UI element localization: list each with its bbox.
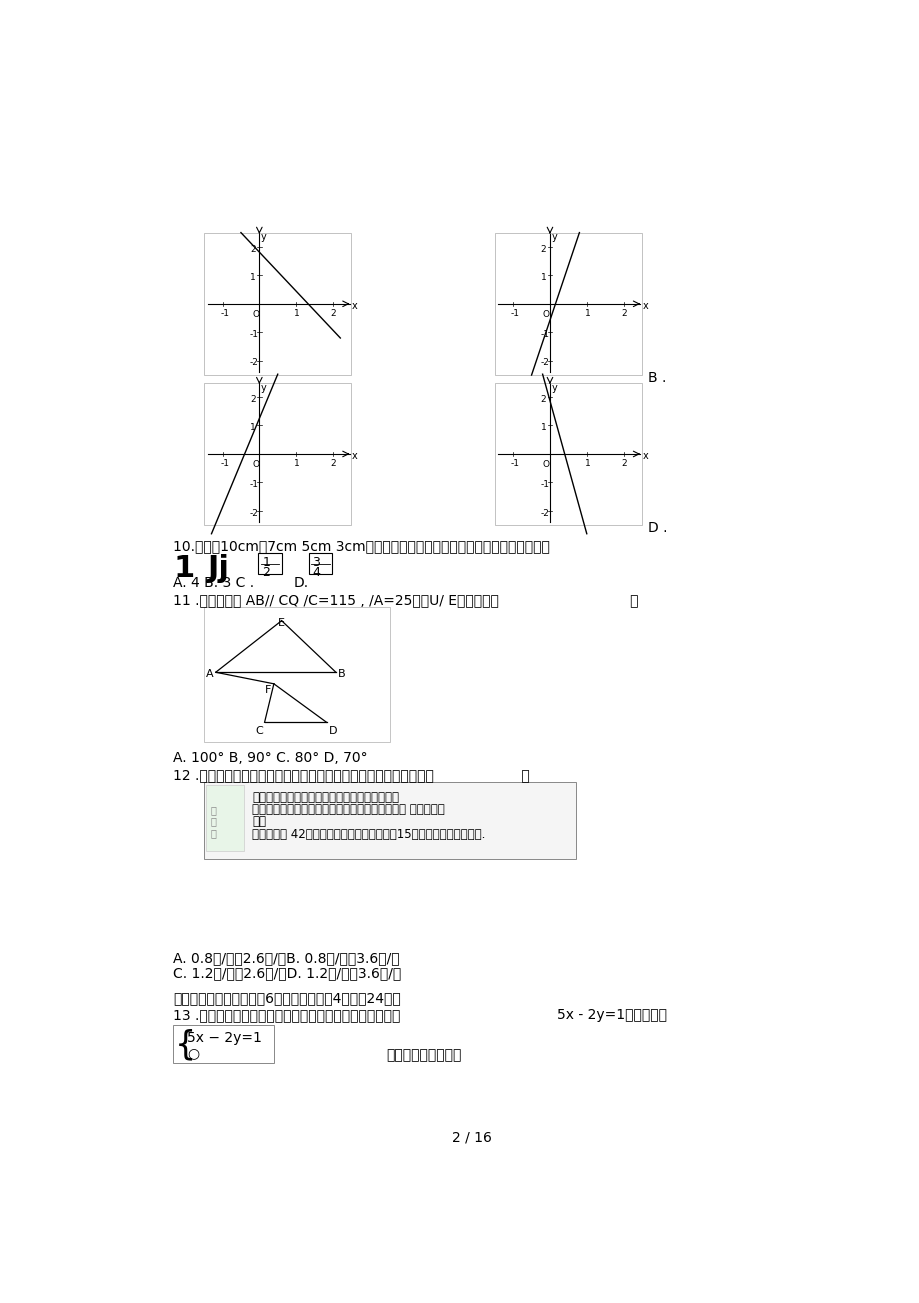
Text: y: y bbox=[550, 232, 557, 242]
Text: 堂一，我忘了，只比程先后买了两次，第一次买了 十支笔和附: 堂一，我忘了，只比程先后买了两次，第一次买了 十支笔和附 bbox=[252, 803, 445, 816]
Bar bbox=[204, 383, 351, 525]
Text: ，你所填写的方程为: ，你所填写的方程为 bbox=[386, 1048, 461, 1062]
Text: 1: 1 bbox=[293, 309, 300, 318]
Text: 二、填空题：（本大题兲6小题，每小题刅4分，满24分）: 二、填空题：（本大题兲6小题，每小题刅4分，满24分） bbox=[173, 992, 401, 1005]
Text: 1: 1 bbox=[584, 460, 590, 468]
Bar bbox=[173, 1025, 274, 1063]
Bar bbox=[204, 233, 351, 375]
Text: -1: -1 bbox=[250, 330, 259, 339]
Text: 11 .如图，直线 AB// CQ /C=115 , /A=25，贝U/ E的度数为（                              ）: 11 .如图，直线 AB// CQ /C=115 , /A=25，贝U/ E的度… bbox=[173, 593, 638, 607]
Text: O: O bbox=[252, 310, 259, 319]
Text: 小红：你上周裂的笔和笔记本的价格是多沙明？: 小红：你上周裂的笔和笔记本的价格是多沙明？ bbox=[252, 791, 399, 804]
Text: C: C bbox=[255, 726, 263, 736]
Text: -2: -2 bbox=[540, 358, 549, 367]
Text: -2: -2 bbox=[250, 508, 258, 517]
Text: 3: 3 bbox=[312, 556, 320, 569]
Text: 1: 1 bbox=[173, 555, 194, 584]
Text: O: O bbox=[252, 460, 259, 469]
Text: Jj: Jj bbox=[208, 555, 230, 584]
Text: A: A bbox=[206, 670, 213, 679]
Text: 4: 4 bbox=[312, 566, 320, 579]
Text: x: x bbox=[641, 451, 648, 461]
Text: D.: D. bbox=[293, 576, 308, 590]
Text: 1: 1 bbox=[584, 309, 590, 318]
Text: 1: 1 bbox=[540, 274, 546, 281]
Text: -1: -1 bbox=[220, 460, 229, 468]
Text: ○: ○ bbox=[187, 1046, 199, 1059]
Text: 2 / 16: 2 / 16 bbox=[451, 1131, 491, 1144]
Text: y: y bbox=[261, 383, 267, 392]
Text: -1: -1 bbox=[540, 330, 549, 339]
Text: B: B bbox=[338, 670, 346, 679]
Text: 5x − 2y=1: 5x − 2y=1 bbox=[187, 1031, 262, 1045]
Bar bbox=[204, 782, 575, 859]
Text: -2: -2 bbox=[250, 358, 258, 367]
Text: 2: 2 bbox=[250, 245, 255, 254]
Text: 1: 1 bbox=[262, 556, 270, 569]
Text: O: O bbox=[542, 460, 550, 469]
Text: -1: -1 bbox=[250, 480, 259, 489]
Text: x: x bbox=[351, 301, 357, 310]
Text: 1: 1 bbox=[250, 274, 255, 281]
Text: x: x bbox=[641, 301, 648, 310]
Text: 2: 2 bbox=[250, 395, 255, 404]
Text: 2: 2 bbox=[330, 460, 336, 468]
Text: A. 100° B, 90° C. 80° D, 70°: A. 100° B, 90° C. 80° D, 70° bbox=[173, 751, 368, 765]
Bar bbox=[309, 552, 332, 575]
Text: 记本共花了 42元镈，第二）欠买了！，支郥15本笔记本共花了朔元鐸.: 记本共花了 42元镈，第二）欠买了！，支郥15本笔记本共花了朔元鐸. bbox=[252, 827, 485, 840]
Bar bbox=[494, 383, 641, 525]
Text: 5x - 2y=1组成方程组: 5x - 2y=1组成方程组 bbox=[556, 1009, 666, 1022]
Text: x: x bbox=[351, 451, 357, 461]
Bar bbox=[258, 552, 281, 575]
Text: 1: 1 bbox=[293, 460, 300, 468]
Text: -2: -2 bbox=[540, 508, 549, 517]
Text: 1: 1 bbox=[540, 423, 546, 433]
Text: 2: 2 bbox=[620, 309, 626, 318]
Text: -1: -1 bbox=[540, 480, 549, 489]
Text: 13 .在括号内填写一个二元一次方程，使其与二元一次方程: 13 .在括号内填写一个二元一次方程，使其与二元一次方程 bbox=[173, 1009, 400, 1022]
Text: 2: 2 bbox=[540, 245, 546, 254]
Text: 2: 2 bbox=[540, 395, 546, 404]
Text: O: O bbox=[542, 310, 550, 319]
Text: A. 4 B. 3 C .: A. 4 B. 3 C . bbox=[173, 576, 254, 590]
Text: 10.从长为10cm、7cm 5cm 3cm的四条线段中任选三条能够组成三角形的概率是（: 10.从长为10cm、7cm 5cm 3cm的四条线段中任选三条能够组成三角形的… bbox=[173, 539, 550, 552]
Text: D: D bbox=[329, 726, 337, 736]
Text: y: y bbox=[550, 383, 557, 392]
Text: -1: -1 bbox=[220, 309, 229, 318]
Text: -1: -1 bbox=[510, 309, 519, 318]
Text: A. 0.8元/支，2.6元/本B. 0.8元/支，3.6元/本: A. 0.8元/支，2.6元/本B. 0.8元/支，3.6元/本 bbox=[173, 951, 400, 966]
Text: 12 .根据以下对话，可以求得小红所买的笔和笔记本的价格分别是（                    ）: 12 .根据以下对话，可以求得小红所买的笔和笔记本的价格分别是（ ） bbox=[173, 767, 529, 782]
Text: y: y bbox=[261, 232, 267, 242]
Text: {: { bbox=[175, 1029, 196, 1062]
Text: 1: 1 bbox=[250, 423, 255, 433]
Bar bbox=[494, 233, 641, 375]
Text: 机
器
人: 机 器 人 bbox=[210, 805, 216, 838]
Text: F: F bbox=[265, 685, 271, 696]
Text: 2: 2 bbox=[620, 460, 626, 468]
Text: B .: B . bbox=[648, 371, 666, 386]
Text: -1: -1 bbox=[510, 460, 519, 468]
Text: E: E bbox=[278, 619, 285, 628]
Text: D .: D . bbox=[648, 521, 667, 536]
Text: 2: 2 bbox=[330, 309, 336, 318]
Text: C. 1.2元/支，2.6元/本D. 1.2元/支，3.6元/本: C. 1.2元/支，2.6元/本D. 1.2元/支，3.6元/本 bbox=[173, 967, 401, 980]
Bar bbox=[206, 786, 244, 851]
Bar bbox=[204, 607, 390, 741]
Text: 2: 2 bbox=[262, 566, 270, 579]
Text: 本望: 本望 bbox=[252, 816, 266, 829]
